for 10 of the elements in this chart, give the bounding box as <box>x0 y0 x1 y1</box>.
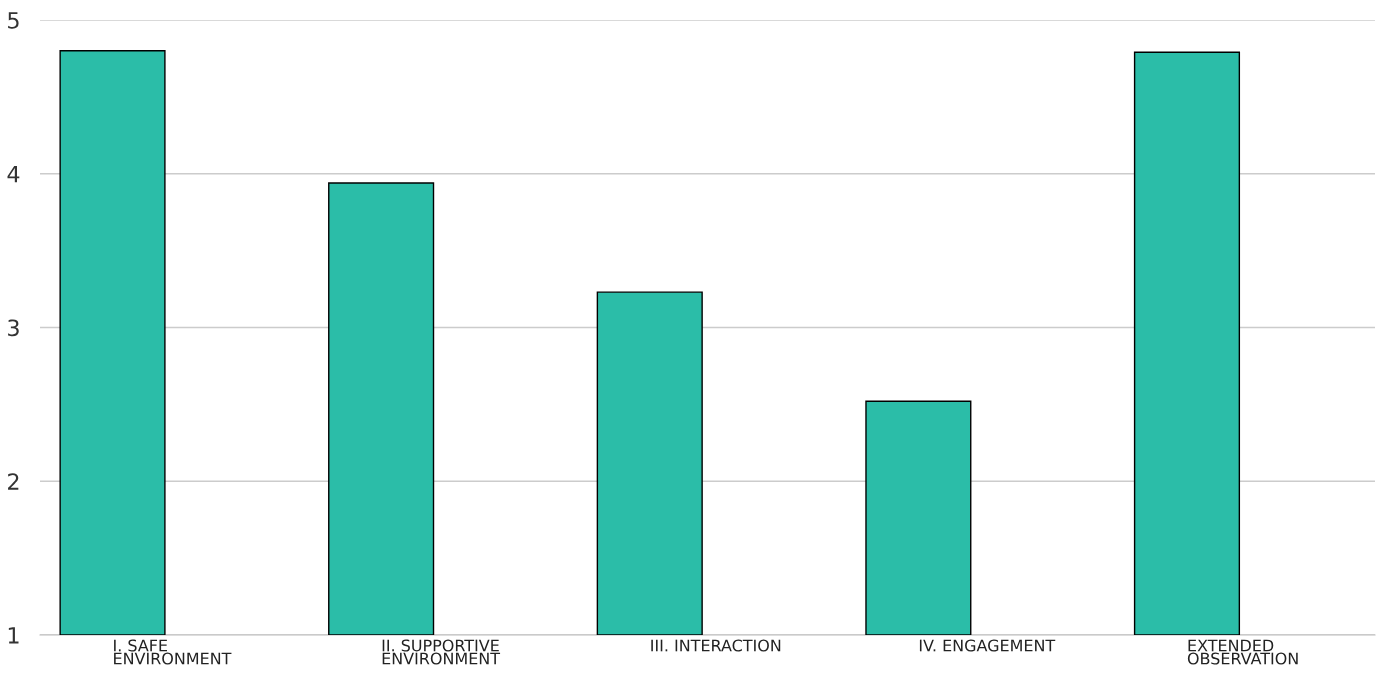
y-tick-label: 3 <box>8 319 19 337</box>
x-tick-label: I. SAFE ENVIRONMENT <box>114 639 232 665</box>
x-tick-label: IV. ENGAGEMENT <box>919 639 1056 652</box>
x-tick-label: III. INTERACTION <box>651 639 781 652</box>
x-tick-label: EXTENDED OBSERVATION <box>1187 639 1298 665</box>
y-tick-label: 5 <box>8 12 19 29</box>
y-tick-label: 1 <box>8 627 19 644</box>
y-tick-label: 4 <box>7 165 20 183</box>
x-tick-label: II. SUPPORTIVE ENVIRONMENT <box>382 639 501 665</box>
y-tick-label: 2 <box>8 473 19 490</box>
